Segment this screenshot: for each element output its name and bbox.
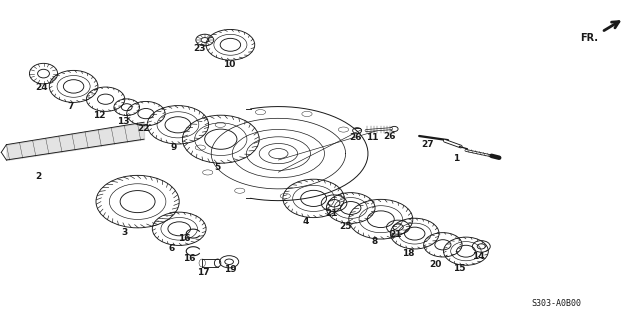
- Text: 12: 12: [93, 111, 106, 120]
- Text: 3: 3: [122, 228, 128, 237]
- Text: 7: 7: [67, 102, 74, 111]
- Text: 9: 9: [171, 143, 177, 152]
- Text: 2: 2: [35, 172, 42, 180]
- Text: S303-A0B00: S303-A0B00: [532, 299, 582, 308]
- Text: 16: 16: [178, 234, 191, 243]
- Text: 23: 23: [193, 44, 206, 53]
- Text: 21: 21: [389, 230, 402, 239]
- Text: 27: 27: [421, 140, 434, 149]
- Text: 18: 18: [402, 249, 415, 258]
- Text: 8: 8: [371, 237, 378, 246]
- Text: 26: 26: [383, 132, 396, 141]
- Text: 22: 22: [137, 124, 150, 133]
- Text: 1: 1: [452, 154, 459, 163]
- Text: 25: 25: [339, 222, 352, 231]
- Text: 6: 6: [168, 244, 175, 253]
- Text: 14: 14: [472, 252, 485, 261]
- Text: 11: 11: [366, 133, 379, 142]
- Text: FR.: FR.: [580, 33, 598, 43]
- Text: 26: 26: [349, 133, 362, 142]
- Text: 10: 10: [223, 60, 236, 68]
- Text: 21: 21: [325, 209, 338, 218]
- Text: 16: 16: [182, 254, 195, 263]
- Text: 19: 19: [224, 265, 237, 274]
- Text: 5: 5: [214, 163, 221, 172]
- Text: 20: 20: [429, 260, 442, 269]
- Text: 24: 24: [35, 83, 48, 92]
- Text: 15: 15: [453, 264, 466, 273]
- Text: 4: 4: [303, 217, 309, 226]
- Text: 13: 13: [116, 117, 129, 126]
- Text: 17: 17: [197, 268, 210, 277]
